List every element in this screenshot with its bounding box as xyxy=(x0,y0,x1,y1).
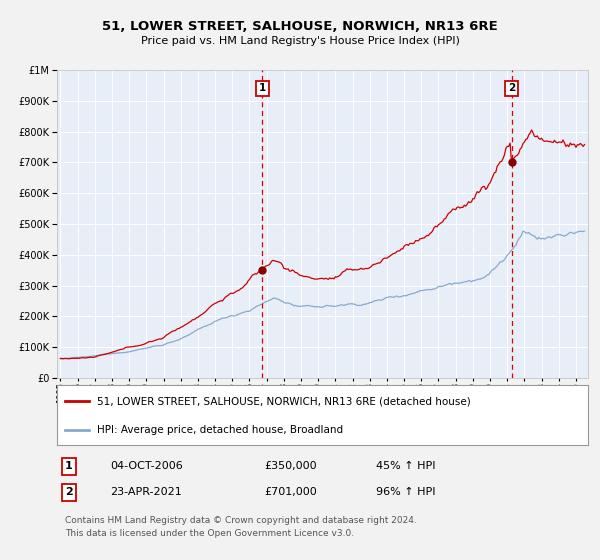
Text: 04-OCT-2006: 04-OCT-2006 xyxy=(110,461,183,472)
Text: £350,000: £350,000 xyxy=(264,461,317,472)
Text: 2: 2 xyxy=(65,487,73,497)
Text: 2: 2 xyxy=(508,83,515,94)
Text: 23-APR-2021: 23-APR-2021 xyxy=(110,487,182,497)
Text: 1: 1 xyxy=(65,461,73,472)
Text: HPI: Average price, detached house, Broadland: HPI: Average price, detached house, Broa… xyxy=(97,425,343,435)
Text: 45% ↑ HPI: 45% ↑ HPI xyxy=(376,461,435,472)
Text: 51, LOWER STREET, SALHOUSE, NORWICH, NR13 6RE: 51, LOWER STREET, SALHOUSE, NORWICH, NR1… xyxy=(102,20,498,32)
Text: 96% ↑ HPI: 96% ↑ HPI xyxy=(376,487,435,497)
Text: 51, LOWER STREET, SALHOUSE, NORWICH, NR13 6RE (detached house): 51, LOWER STREET, SALHOUSE, NORWICH, NR1… xyxy=(97,396,470,406)
Text: Price paid vs. HM Land Registry's House Price Index (HPI): Price paid vs. HM Land Registry's House … xyxy=(140,36,460,46)
Text: Contains HM Land Registry data © Crown copyright and database right 2024.
This d: Contains HM Land Registry data © Crown c… xyxy=(65,516,417,538)
Text: 1: 1 xyxy=(259,83,266,94)
Text: £701,000: £701,000 xyxy=(264,487,317,497)
